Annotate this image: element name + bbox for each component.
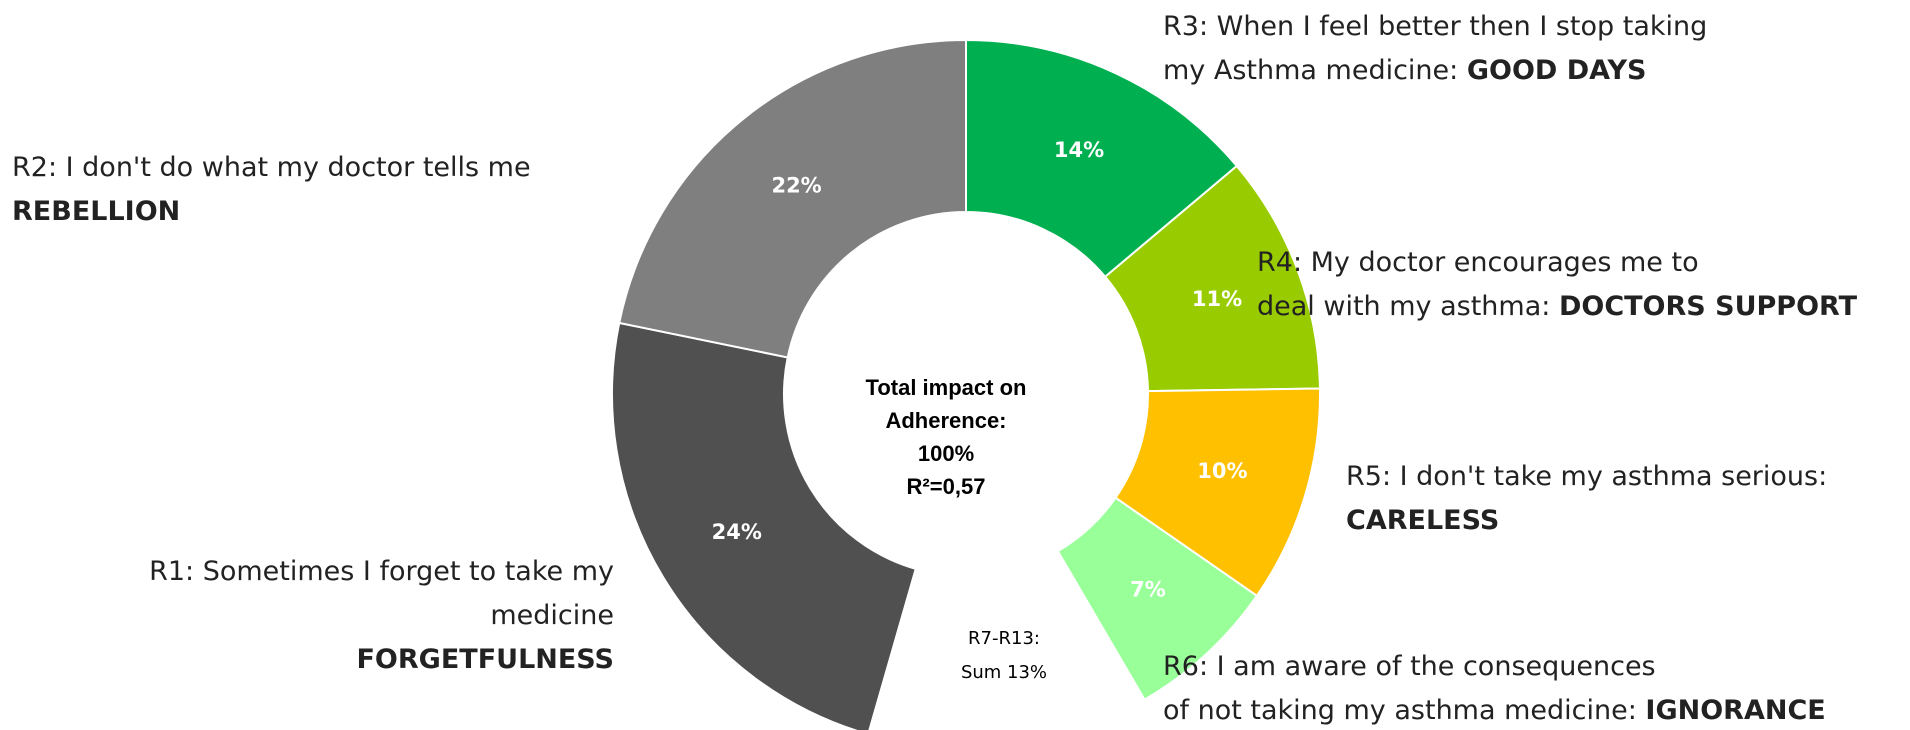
value-label: 10% (1197, 459, 1247, 483)
label-part: R6: I am aware of the consequences (1163, 651, 1656, 682)
slice-label: FORGETFULNESS (356, 644, 614, 675)
slice-label: R1: Sometimes I forget to take my (149, 556, 614, 587)
label-part: IGNORANCE (1645, 695, 1825, 726)
slice-label: R6: I am aware of the consequences (1163, 651, 1656, 682)
texts: 14% R3: When I feel better then I stop ta… (12, 11, 1858, 726)
value-label: 14% (1054, 138, 1104, 162)
label-part: of not taking my asthma medicine: (1163, 695, 1645, 726)
slice-label: R7-R13: (968, 628, 1040, 649)
slice-label: deal with my asthma: DOCTORS SUPPORT (1257, 291, 1858, 322)
center-text: 100% (918, 441, 974, 466)
value-label: 11% (1192, 287, 1242, 311)
slice-label: CARELESS (1346, 505, 1499, 536)
label-part: Sum 13% (961, 662, 1047, 683)
label-part: GOOD DAYS (1467, 55, 1647, 86)
slice-label: R3: When I feel better then I stop takin… (1163, 11, 1707, 42)
label-part: medicine (490, 600, 614, 631)
label-part: REBELLION (12, 196, 180, 227)
value-label: 7% (1130, 578, 1166, 602)
slices (611, 38, 1321, 730)
value-label: 22% (771, 173, 821, 197)
slice-label: R2: I don't do what my doctor tells me (12, 152, 531, 183)
slice-label: R4: My doctor encourages me to (1257, 247, 1699, 278)
label-part: R1: Sometimes I forget to take my (149, 556, 614, 587)
slice-label: medicine (490, 600, 614, 631)
center-text: Adherence: (885, 408, 1006, 433)
slice-label: Sum 13% (961, 662, 1047, 683)
label-part: R2: I don't do what my doctor tells me (12, 152, 531, 183)
label-part: deal with my asthma: (1257, 291, 1559, 322)
slice-label: REBELLION (12, 196, 180, 227)
label-part: FORGETFULNESS (356, 644, 614, 675)
slice-label: R5: I don't take my asthma serious: (1346, 461, 1827, 492)
label-part: R7-R13: (968, 628, 1040, 649)
slice (611, 321, 917, 730)
slice (1056, 496, 1259, 702)
label-part: R3: When I feel better then I stop takin… (1163, 11, 1707, 42)
slice (618, 38, 967, 359)
label-part: R4: My doctor encourages me to (1257, 247, 1699, 278)
label-part: DOCTORS SUPPORT (1559, 291, 1858, 322)
label-part: R5: I don't take my asthma serious: (1346, 461, 1827, 492)
slice (965, 38, 1239, 279)
slice-label: of not taking my asthma medicine: IGNORA… (1163, 695, 1826, 726)
value-label: 24% (712, 520, 762, 544)
slice-label: my Asthma medicine: GOOD DAYS (1163, 55, 1646, 86)
center-text: R²=0,57 (907, 474, 986, 499)
label-part: CARELESS (1346, 505, 1499, 536)
label-part: my Asthma medicine: (1163, 55, 1467, 86)
center-text: Total impact on (866, 375, 1027, 400)
